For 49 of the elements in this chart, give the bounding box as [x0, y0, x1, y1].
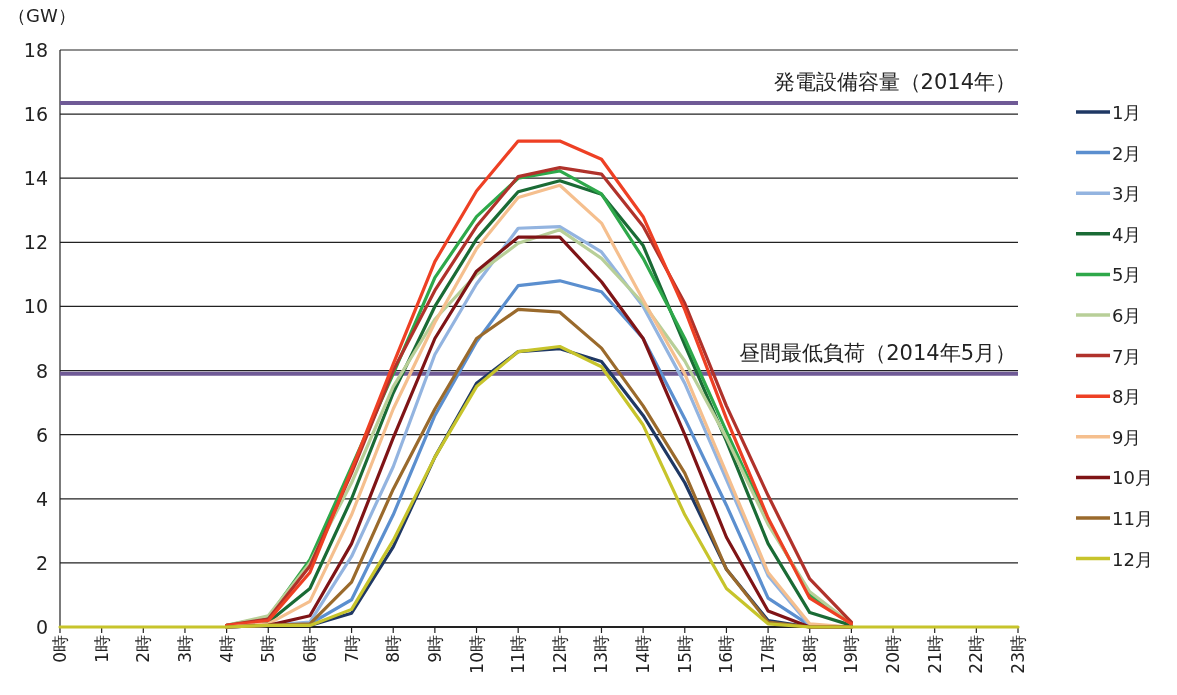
x-tick-label: 10時: [466, 635, 487, 674]
x-tick-label: 11時: [508, 635, 529, 674]
x-tick-label: 0時: [50, 635, 70, 663]
legend-label: 5月: [1112, 264, 1142, 286]
x-tick-label: 16時: [716, 635, 737, 674]
x-tick-label: 7時: [341, 635, 362, 663]
x-tick-label: 8時: [383, 635, 404, 663]
x-tick-label: 22時: [966, 635, 987, 674]
x-tick-label: 14時: [633, 635, 654, 674]
legend-label: 11月: [1112, 508, 1153, 529]
x-tick-label: 20時: [883, 635, 904, 674]
y-axis-title: （GW）: [8, 5, 76, 26]
y-tick-label: 10: [23, 295, 48, 318]
legend-label: 9月: [1112, 426, 1142, 448]
y-tick-label: 4: [35, 487, 48, 510]
legend-label: 2月: [1112, 142, 1142, 164]
x-tick-label: 21時: [924, 635, 945, 674]
x-tick-label: 1時: [91, 635, 112, 663]
x-tick-label: 15時: [674, 635, 695, 674]
x-tick-label: 4時: [216, 635, 237, 663]
legend-label: 6月: [1112, 305, 1142, 326]
legend-label: 7月: [1112, 345, 1142, 367]
x-tick-label: 13時: [591, 635, 612, 674]
y-tick-label: 18: [23, 39, 48, 61]
y-tick-label: 0: [35, 616, 48, 638]
ref-line-label: 昼間最低負荷（2014年5月）: [739, 340, 1016, 365]
x-tick-label: 12時: [549, 635, 570, 674]
x-tick-label: 3時: [174, 635, 195, 663]
x-tick-label: 2時: [133, 635, 154, 663]
x-tick-label: 5時: [258, 635, 279, 663]
y-tick-label: 6: [35, 423, 48, 446]
x-tick-label: 9時: [424, 635, 445, 663]
legend-label: 12月: [1112, 548, 1153, 570]
ref-line-label: 発電設備容量（2014年）: [773, 69, 1016, 94]
y-tick-label: 8: [35, 359, 48, 382]
y-tick-label: 16: [23, 103, 48, 126]
x-tick-label: 17時: [758, 635, 779, 674]
legend-label: 1月: [1112, 102, 1142, 123]
x-tick-label: 18時: [799, 635, 820, 674]
legend-label: 8月: [1112, 386, 1142, 408]
x-tick-label: 19時: [841, 635, 862, 674]
legend-label: 3月: [1112, 183, 1142, 205]
y-tick-label: 2: [35, 551, 48, 574]
legend-label: 10月: [1112, 467, 1153, 489]
legend-label: 4月: [1112, 223, 1142, 245]
y-tick-label: 14: [23, 167, 48, 190]
y-tick-label: 12: [23, 231, 48, 254]
x-tick-label: 23時: [1008, 635, 1028, 674]
x-tick-label: 6時: [299, 635, 320, 663]
